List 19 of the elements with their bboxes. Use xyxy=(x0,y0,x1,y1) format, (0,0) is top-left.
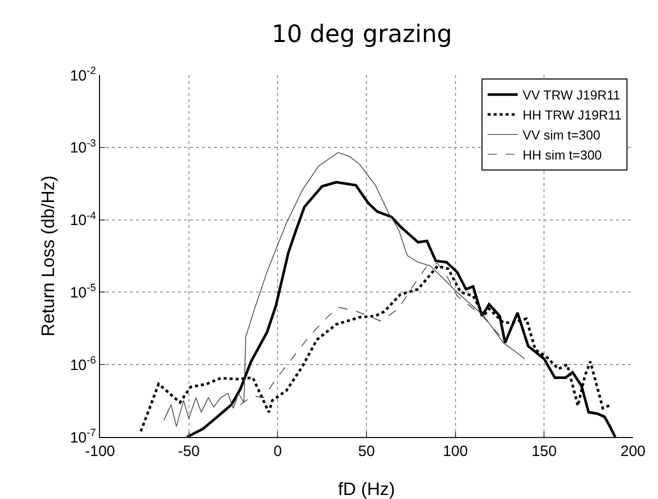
x-tick-label: 200 xyxy=(620,443,646,460)
y-tick-label: 10$^{-5}$ xyxy=(70,282,96,302)
x-tick-label: -50 xyxy=(178,443,200,460)
x-axis-title: fD (Hz) xyxy=(338,479,395,499)
legend-label: VV TRW J19R11 xyxy=(522,88,620,103)
legend-label: VV sim t=300 xyxy=(522,127,600,142)
x-tick-label: 100 xyxy=(442,443,468,460)
line-series xyxy=(164,152,526,427)
x-tick-label: 150 xyxy=(532,443,557,460)
y-tick-label: 10$^{-6}$ xyxy=(70,354,96,374)
legend-label: HH sim t=300 xyxy=(522,147,602,162)
legend-label: HH TRW J19R11 xyxy=(522,108,622,123)
y-tick-label: 10$^{-3}$ xyxy=(70,137,96,157)
y-axis-title: Return Loss (db/Hz) xyxy=(38,175,58,337)
y-tick-label: 10$^{-2}$ xyxy=(70,64,96,84)
x-tick-label: 0 xyxy=(274,443,282,460)
x-tick-label: 50 xyxy=(358,443,375,460)
y-tick-label: 10$^{-4}$ xyxy=(70,210,96,230)
chart-title: 10 deg grazing xyxy=(272,20,452,48)
